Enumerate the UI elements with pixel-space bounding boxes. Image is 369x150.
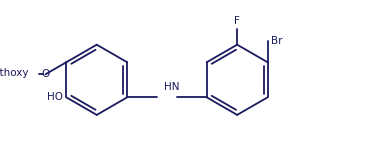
Text: F: F (234, 16, 240, 26)
Text: Br: Br (271, 36, 282, 46)
Text: methoxy: methoxy (0, 68, 28, 78)
Text: HN: HN (164, 82, 179, 92)
Text: HO: HO (46, 92, 62, 102)
Text: O: O (41, 69, 50, 79)
